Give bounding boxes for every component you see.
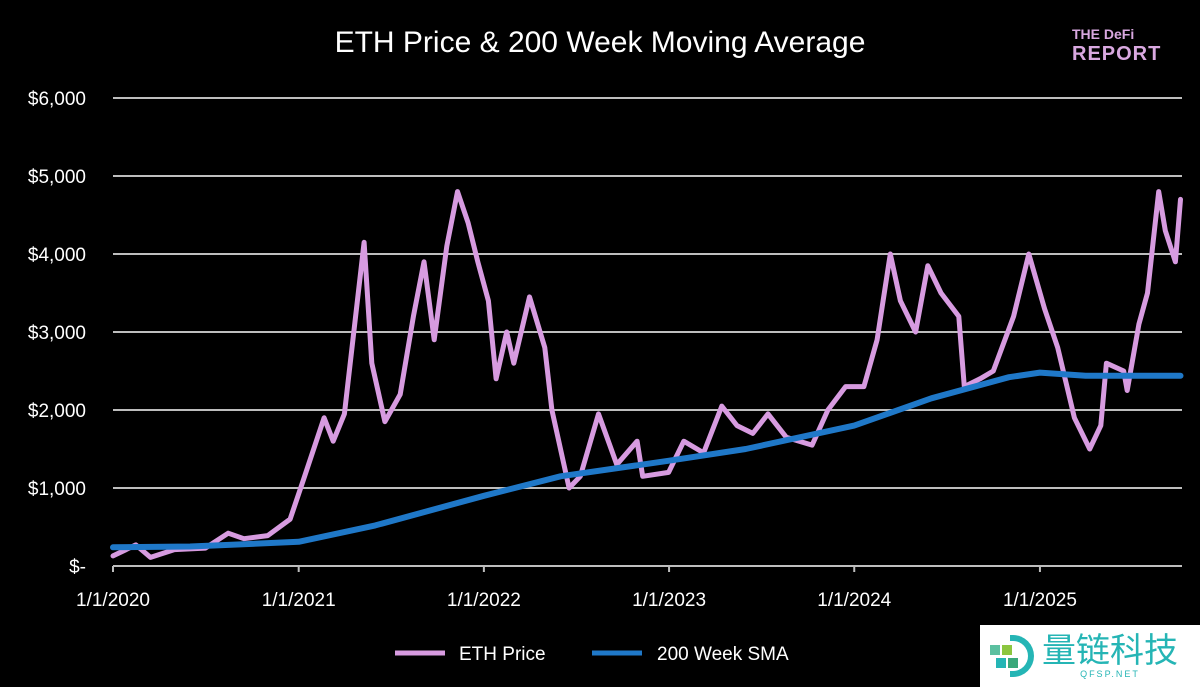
legend-label-eth-price: ETH Price xyxy=(459,644,546,665)
x-tick-label: 1/1/2020 xyxy=(76,590,150,611)
y-tick-label: $6,000 xyxy=(28,89,86,110)
x-tick-label: 1/1/2021 xyxy=(262,590,336,611)
y-tick-label: $2,000 xyxy=(28,401,86,422)
watermark-sub: QFSP.NET xyxy=(1080,669,1140,679)
legend-label-sma: 200 Week SMA xyxy=(657,644,789,665)
y-tick-label: $3,000 xyxy=(28,323,86,344)
watermark-logo-icon xyxy=(986,631,1036,681)
the-defi-report-logo: THE DeFi REPORT xyxy=(1072,24,1161,64)
eth-price-line xyxy=(110,189,1183,560)
x-tick-label: 1/1/2023 xyxy=(632,590,706,611)
x-tick-label: 1/1/2025 xyxy=(1003,590,1077,611)
sma-200-week-line xyxy=(110,369,1184,551)
watermark-text: 量链科技 xyxy=(1042,631,1178,671)
x-tick-label: 1/1/2022 xyxy=(447,590,521,611)
y-tick-label: $1,000 xyxy=(28,479,86,500)
y-tick-label: $5,000 xyxy=(28,167,86,188)
chart-title: ETH Price & 200 Week Moving Average xyxy=(335,26,866,59)
logo-line-2: REPORT xyxy=(1072,43,1162,65)
legend: ETH Price 200 Week SMA xyxy=(395,644,789,665)
y-tick-label: $4,000 xyxy=(28,245,86,266)
y-tick-label: $- xyxy=(69,557,86,578)
x-tick-label: 1/1/2024 xyxy=(817,590,891,611)
watermark: 量链科技 QFSP.NET xyxy=(980,625,1200,687)
logo-line-1: THE DeFi xyxy=(1072,26,1135,42)
